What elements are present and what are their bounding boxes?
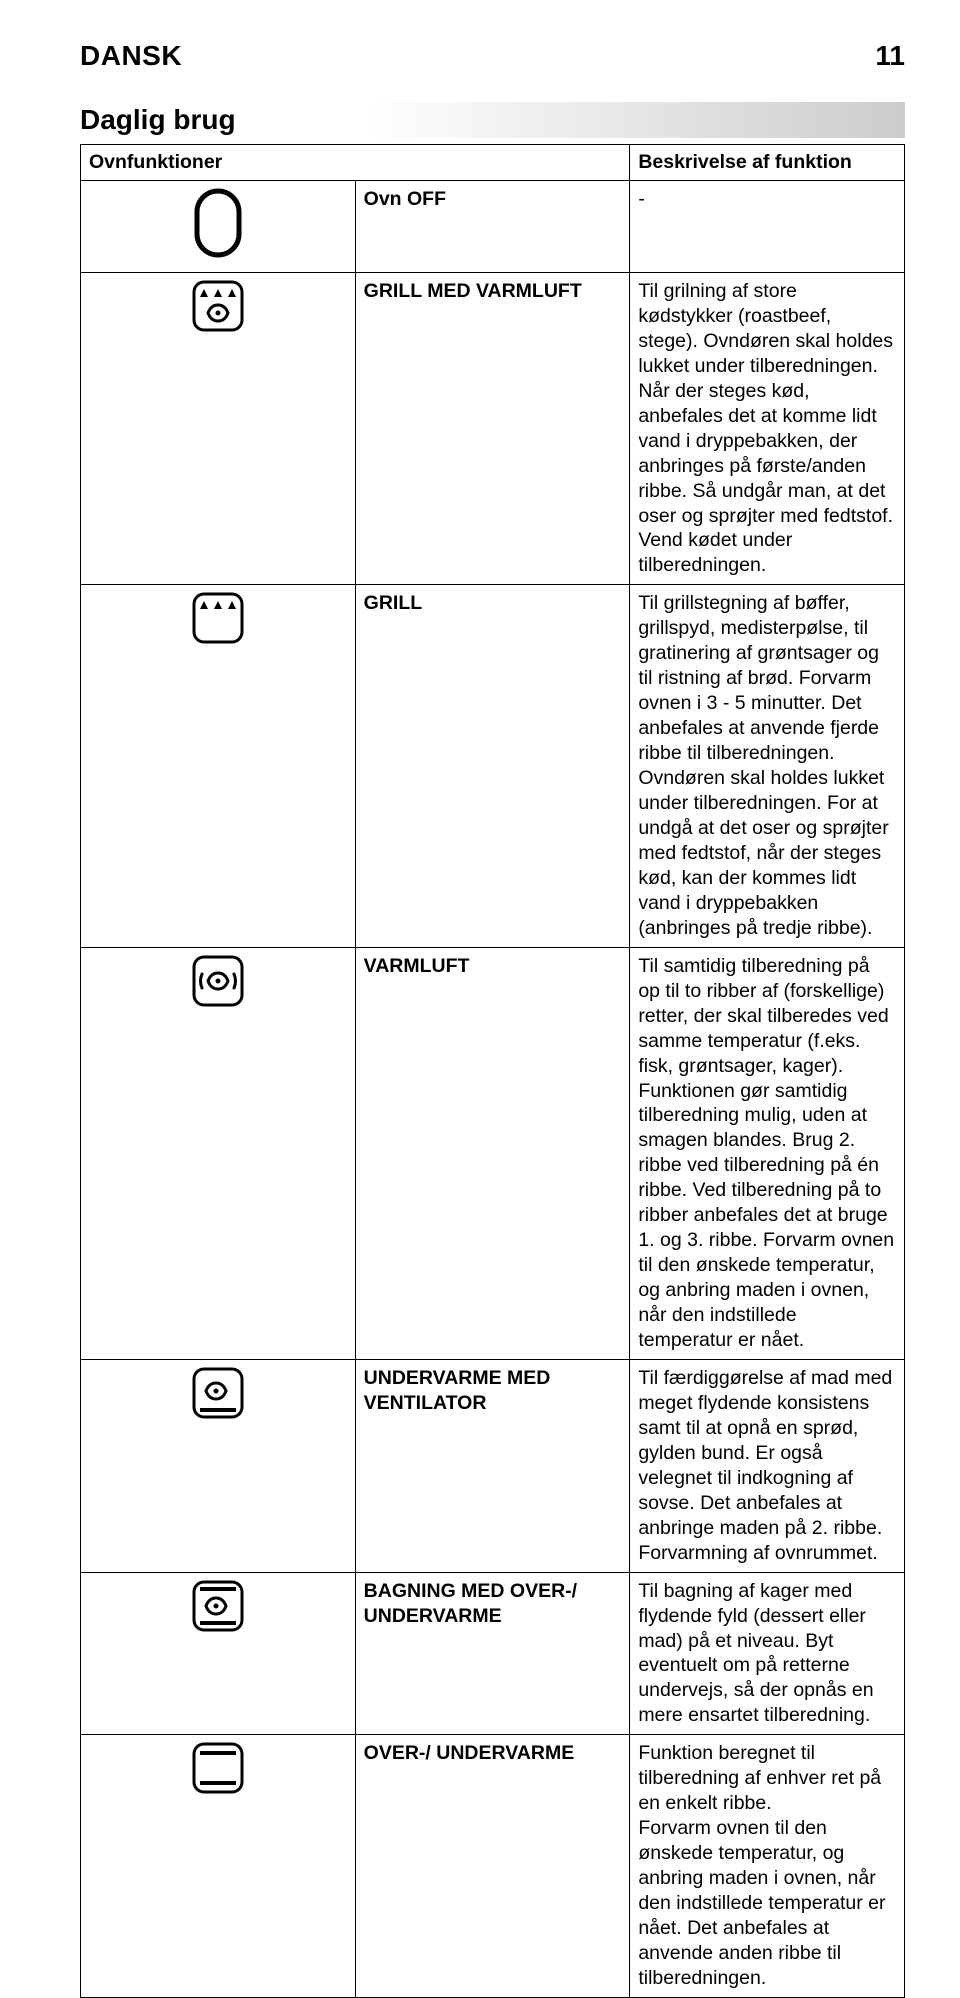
header-language: DANSK	[80, 40, 182, 72]
function-name: BAGNING MED OVER-/ UNDERVARME	[355, 1572, 630, 1735]
function-description: Til grillstegning af bøffer, grillspyd, …	[630, 585, 905, 947]
oven-off-icon	[191, 187, 245, 259]
grill-fan-icon	[191, 279, 245, 333]
function-description: Funktion beregnet til tilberedning af en…	[630, 1735, 905, 1998]
table-row: OVER-/ UNDERVARME Funktion beregnet til …	[81, 1735, 905, 1998]
function-description: -	[630, 181, 905, 273]
page-header: DANSK 11	[80, 40, 905, 72]
icon-cell	[81, 272, 356, 584]
header-page-number: 11	[875, 40, 905, 72]
function-name: GRILL	[355, 585, 630, 947]
icon-cell	[81, 1572, 356, 1735]
icon-cell	[81, 947, 356, 1359]
icon-cell	[81, 1359, 356, 1572]
function-description: Til grilning af store kødstykker (roastb…	[630, 272, 905, 584]
function-name: UNDERVARME MED VENTILATOR	[355, 1359, 630, 1572]
function-name: Ovn OFF	[355, 181, 630, 273]
bottom-fan-icon	[191, 1366, 245, 1420]
table-row: GRILL MED VARMLUFT Til grilning af store…	[81, 272, 905, 584]
table-row: GRILL Til grillstegning af bøffer, grill…	[81, 585, 905, 947]
section-title: Daglig brug	[80, 102, 905, 138]
table-row: Ovn OFF -	[81, 181, 905, 273]
top-bottom-fan-icon	[191, 1579, 245, 1633]
function-name: OVER-/ UNDERVARME	[355, 1735, 630, 1998]
icon-cell	[81, 1735, 356, 1998]
table-row: BAGNING MED OVER-/ UNDERVARME Til bagnin…	[81, 1572, 905, 1735]
oven-functions-table: Ovnfunktioner Beskrivelse af funktion Ov…	[80, 144, 905, 1998]
fan-circle-icon	[191, 954, 245, 1008]
function-description: Til færdiggørelse af mad med meget flyde…	[630, 1359, 905, 1572]
icon-cell	[81, 585, 356, 947]
table-header-row: Ovnfunktioner Beskrivelse af funktion	[81, 145, 905, 181]
function-description: Til samtidig tilberedning på op til to r…	[630, 947, 905, 1359]
top-bottom-icon	[191, 1741, 245, 1795]
grill-icon	[191, 591, 245, 645]
function-name: VARMLUFT	[355, 947, 630, 1359]
col-header-func: Ovnfunktioner	[81, 145, 630, 181]
table-row: VARMLUFT Til samtidig tilberedning på op…	[81, 947, 905, 1359]
function-name: GRILL MED VARMLUFT	[355, 272, 630, 584]
table-row: UNDERVARME MED VENTILATOR Til færdiggøre…	[81, 1359, 905, 1572]
icon-cell	[81, 181, 356, 273]
col-header-desc: Beskrivelse af funktion	[630, 145, 905, 181]
function-description: Til bagning af kager med flydende fyld (…	[630, 1572, 905, 1735]
